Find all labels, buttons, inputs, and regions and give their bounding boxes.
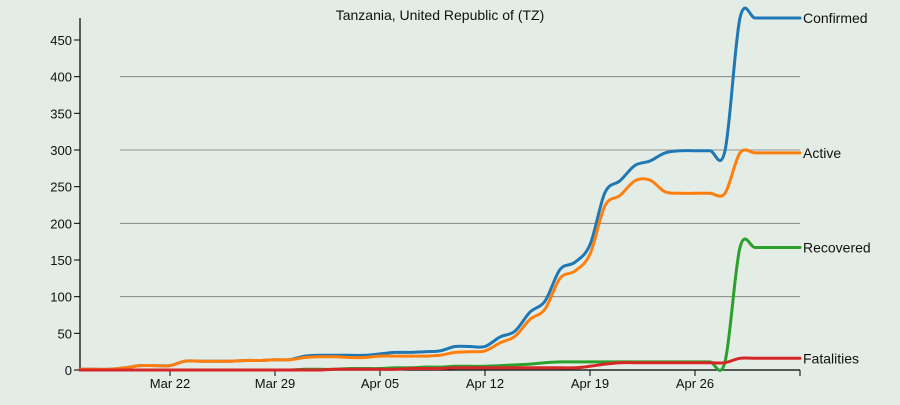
series-lines <box>78 6 802 372</box>
x-tick-label: Mar 22 <box>150 376 190 391</box>
x-tick-label: Apr 12 <box>466 376 504 391</box>
y-tick-label: 150 <box>50 253 72 268</box>
y-tick-label: 50 <box>58 326 72 341</box>
series-labels: Confirmed Active Recovered Fatalities <box>803 10 871 366</box>
series-label-active: Active <box>803 145 841 161</box>
y-tick-label: 200 <box>50 216 72 231</box>
series-label-fatalities: Fatalities <box>803 350 859 366</box>
y-tick-label: 300 <box>50 143 72 158</box>
y-tick-label: 0 <box>65 363 72 378</box>
y-tick-label: 400 <box>50 70 72 85</box>
y-tick-label: 250 <box>50 180 72 195</box>
y-tick-label: 450 <box>50 33 72 48</box>
x-tick-label: Apr 26 <box>676 376 714 391</box>
axes: 0 50 100 150 200 250 300 350 400 450 Mar 22 Mar 29 A… <box>50 18 801 391</box>
series-label-recovered: Recovered <box>803 240 871 256</box>
series-line-fatalities <box>78 356 802 372</box>
y-tick-label: 100 <box>50 290 72 305</box>
series-line-active <box>78 148 802 371</box>
x-tick-label: Apr 19 <box>571 376 609 391</box>
series-line-confirmed <box>78 6 802 371</box>
x-tick-label: Mar 29 <box>255 376 295 391</box>
gridlines <box>120 76 800 298</box>
series-label-confirmed: Confirmed <box>803 10 868 26</box>
x-tick-label: Apr 05 <box>361 376 399 391</box>
y-tick-label: 350 <box>50 106 72 121</box>
chart-title: Tanzania, United Republic of (TZ) <box>336 7 545 23</box>
